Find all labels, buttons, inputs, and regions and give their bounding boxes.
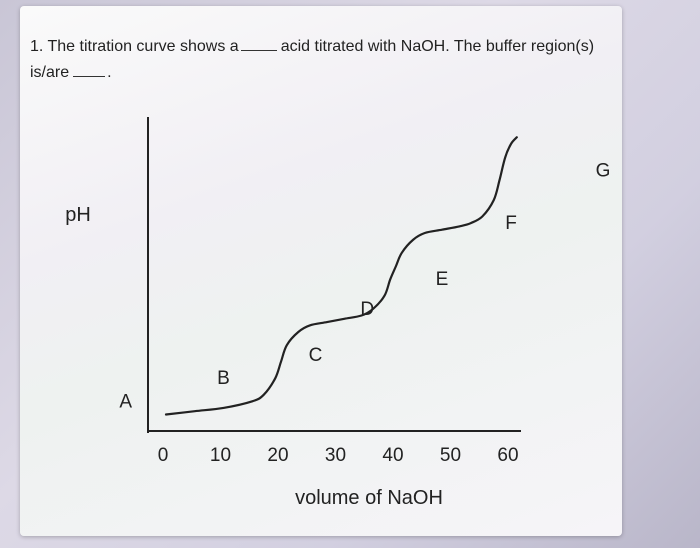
curve-region-labels: A B C D E F G [119, 160, 610, 412]
region-label-e: E [436, 269, 449, 290]
region-label-a: A [119, 391, 132, 412]
question-part-3: is/are [30, 64, 70, 81]
x-tick-label: 30 [325, 445, 346, 466]
x-tick-label: 0 [158, 445, 169, 466]
question-part-1: 1. The titration curve shows a [30, 38, 239, 55]
x-tick-label: 60 [497, 445, 518, 466]
x-tick-label: 10 [210, 445, 231, 466]
answer-blank-buffer-regions [73, 62, 106, 77]
question-part-4: . [107, 64, 112, 81]
x-tick-label: 20 [267, 445, 288, 466]
titration-curve [164, 136, 518, 416]
region-label-c: C [309, 345, 323, 366]
x-axis-label: volume of NaOH [295, 487, 443, 509]
region-label-g: G [596, 160, 611, 181]
worksheet-card: 1. The titration curve shows a acid titra… [20, 6, 622, 536]
region-label-b: B [217, 368, 230, 389]
answer-blank-acid-type [240, 36, 277, 51]
question-text: 1. The titration curve shows a acid titra… [30, 34, 610, 86]
question-part-2: acid titrated with NaOH. The buffer regi… [280, 38, 595, 55]
y-axis-label: pH [65, 204, 91, 226]
region-label-d: D [360, 299, 374, 320]
x-tick-label: 40 [382, 445, 403, 466]
region-label-f: F [505, 213, 517, 234]
x-tick-labels: 0 10 20 30 40 50 60 [158, 445, 519, 466]
x-tick-label: 50 [440, 445, 461, 466]
